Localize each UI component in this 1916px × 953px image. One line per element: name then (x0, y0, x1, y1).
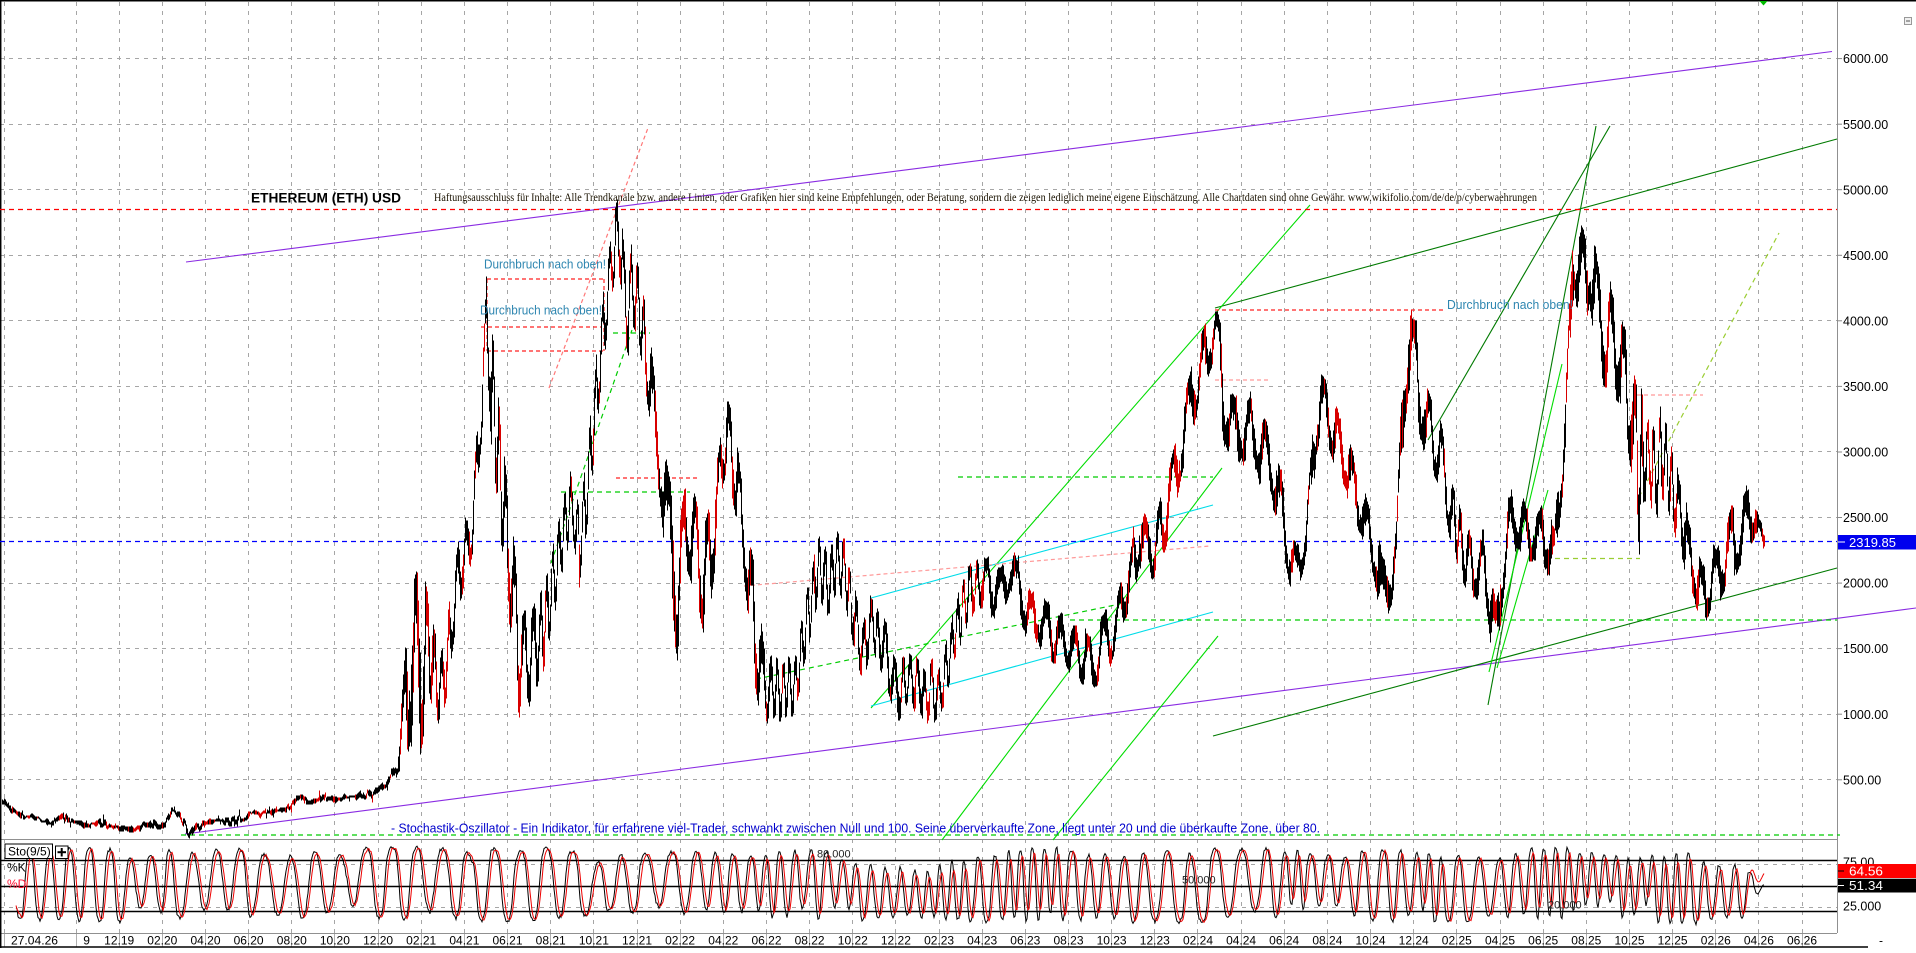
svg-text:12.21: 12.21 (622, 933, 652, 947)
svg-text:12.25: 12.25 (1658, 933, 1688, 947)
svg-text:1500.00: 1500.00 (1843, 642, 1888, 656)
svg-text:%D: %D (7, 877, 27, 891)
svg-text:3500.00: 3500.00 (1843, 380, 1888, 394)
svg-text:12.20: 12.20 (363, 933, 393, 947)
svg-text:04.23: 04.23 (967, 933, 997, 947)
svg-text:06.23: 06.23 (1010, 933, 1040, 947)
svg-text:6000.00: 6000.00 (1843, 52, 1888, 66)
svg-text:02.22: 02.22 (665, 933, 695, 947)
svg-text:Durchbruch nach oben!: Durchbruch nach oben! (480, 304, 602, 318)
svg-text:06.24: 06.24 (1269, 933, 1299, 947)
svg-text:2000.00: 2000.00 (1843, 577, 1888, 591)
svg-text:02.25: 02.25 (1442, 933, 1472, 947)
svg-text:02.26: 02.26 (1701, 933, 1731, 947)
svg-text:02.21: 02.21 (406, 933, 436, 947)
svg-text:08.20: 08.20 (277, 933, 307, 947)
svg-text:10.21: 10.21 (579, 933, 609, 947)
svg-text:3000.00: 3000.00 (1843, 446, 1888, 460)
svg-text:27.04.26: 27.04.26 (11, 933, 58, 947)
svg-text:04.25: 04.25 (1485, 933, 1515, 947)
svg-text:2500.00: 2500.00 (1843, 511, 1888, 525)
svg-text:12.22: 12.22 (881, 933, 911, 947)
svg-text:5500.00: 5500.00 (1843, 118, 1888, 132)
svg-text:10.24: 10.24 (1355, 933, 1385, 947)
svg-text:08.23: 08.23 (1053, 933, 1083, 947)
svg-text:500.00: 500.00 (1843, 773, 1881, 787)
svg-text:25.000: 25.000 (1843, 900, 1881, 914)
svg-text:Durchbruch nach oben!: Durchbruch nach oben! (484, 258, 606, 272)
svg-text:02.24: 02.24 (1183, 933, 1213, 947)
svg-text:-: - (1879, 933, 1883, 947)
svg-text:20.000: 20.000 (1548, 900, 1582, 912)
svg-text:08.21: 08.21 (536, 933, 566, 947)
svg-text:08.25: 08.25 (1571, 933, 1601, 947)
svg-text:1000.00: 1000.00 (1843, 708, 1888, 722)
svg-text:04.22: 04.22 (708, 933, 738, 947)
svg-text:- Stochastik-Oszillator - Ein: - Stochastik-Oszillator - Ein Indikator,… (391, 822, 1320, 836)
svg-text:%K: %K (7, 861, 26, 875)
svg-text:12.19: 12.19 (104, 933, 134, 947)
svg-text:04.26: 04.26 (1744, 933, 1774, 947)
svg-text:64.56: 64.56 (1849, 864, 1883, 879)
svg-text:04.21: 04.21 (449, 933, 479, 947)
svg-text:2319.85: 2319.85 (1849, 535, 1896, 550)
svg-text:80.000: 80.000 (817, 849, 851, 861)
svg-text:12.23: 12.23 (1140, 933, 1170, 947)
svg-text:08.22: 08.22 (795, 933, 825, 947)
svg-text:06.25: 06.25 (1528, 933, 1558, 947)
svg-text:10.20: 10.20 (320, 933, 350, 947)
svg-text:ETHEREUM (ETH) USD: ETHEREUM (ETH) USD (251, 191, 401, 206)
svg-text:08.24: 08.24 (1312, 933, 1342, 947)
svg-text:04.20: 04.20 (190, 933, 220, 947)
svg-text:06.21: 06.21 (492, 933, 522, 947)
svg-text:10.22: 10.22 (838, 933, 868, 947)
svg-text:10.25: 10.25 (1614, 933, 1644, 947)
svg-text:02.23: 02.23 (924, 933, 954, 947)
svg-text:50.000: 50.000 (1182, 875, 1216, 887)
svg-text:Durchbruch nach oben!: Durchbruch nach oben! (1447, 298, 1573, 312)
svg-text:02.20: 02.20 (147, 933, 177, 947)
svg-text:06.22: 06.22 (751, 933, 781, 947)
svg-text:5000.00: 5000.00 (1843, 183, 1888, 197)
svg-text:04.24: 04.24 (1226, 933, 1256, 947)
svg-text:51.34: 51.34 (1849, 878, 1883, 893)
svg-text:10.23: 10.23 (1097, 933, 1127, 947)
svg-text:4500.00: 4500.00 (1843, 249, 1888, 263)
svg-text:9: 9 (83, 933, 90, 947)
svg-text:06.26: 06.26 (1787, 933, 1817, 947)
svg-text:4000.00: 4000.00 (1843, 314, 1888, 328)
svg-text:12.24: 12.24 (1399, 933, 1429, 947)
svg-text:Haftungsausschluss für Inhalte: Haftungsausschluss für Inhalte: Alle Tre… (434, 190, 1537, 204)
svg-text:06.20: 06.20 (234, 933, 264, 947)
svg-text:Sto(9/5): Sto(9/5) (8, 845, 51, 859)
